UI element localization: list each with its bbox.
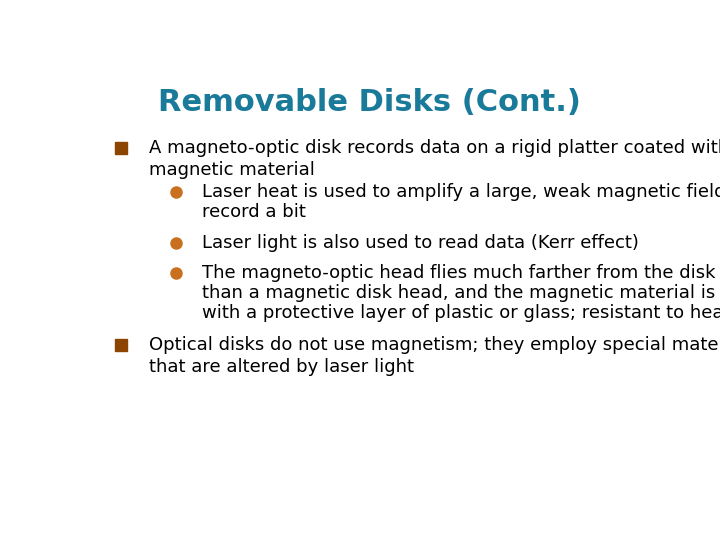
Text: Optical disks do not use magnetism; they employ special materials: Optical disks do not use magnetism; they… xyxy=(148,336,720,354)
Text: Removable Disks (Cont.): Removable Disks (Cont.) xyxy=(158,87,580,117)
Text: record a bit: record a bit xyxy=(202,204,305,221)
Text: A magneto-optic disk records data on a rigid platter coated with: A magneto-optic disk records data on a r… xyxy=(148,139,720,157)
Text: Laser light is also used to read data (Kerr effect): Laser light is also used to read data (K… xyxy=(202,234,639,252)
Text: than a magnetic disk head, and the magnetic material is covered: than a magnetic disk head, and the magne… xyxy=(202,284,720,302)
Text: The magneto-optic head flies much farther from the disk surface: The magneto-optic head flies much farthe… xyxy=(202,264,720,282)
Text: magnetic material: magnetic material xyxy=(148,160,315,179)
Text: that are altered by laser light: that are altered by laser light xyxy=(148,358,413,376)
Text: with a protective layer of plastic or glass; resistant to head crashes: with a protective layer of plastic or gl… xyxy=(202,304,720,322)
Text: Laser heat is used to amplify a large, weak magnetic field to: Laser heat is used to amplify a large, w… xyxy=(202,184,720,201)
